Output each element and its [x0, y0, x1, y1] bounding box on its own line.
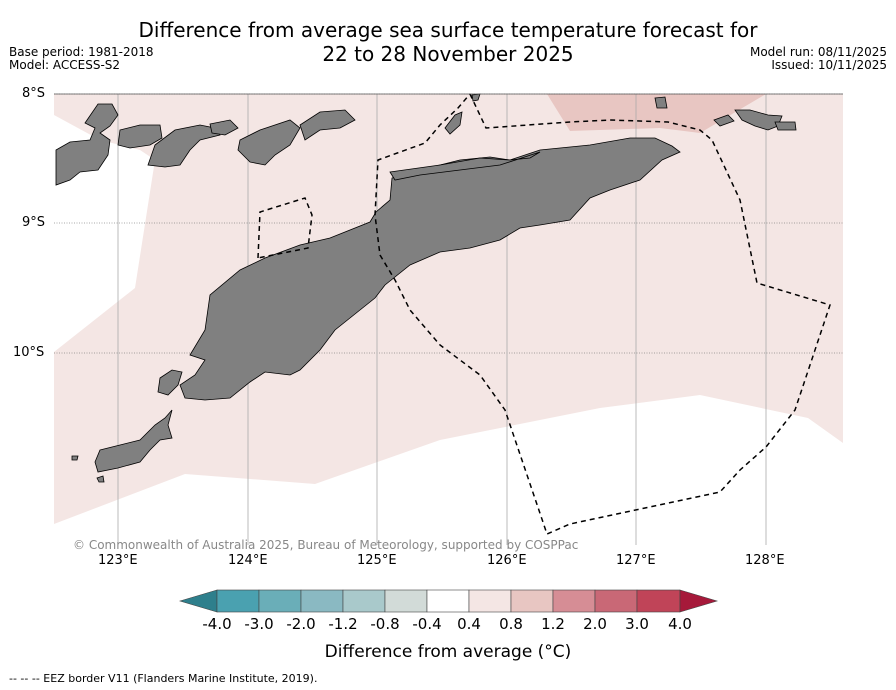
raijua-island — [96, 475, 105, 483]
pantar-island — [117, 124, 163, 149]
colorbar-segment-1 — [216, 589, 260, 613]
wetar-island — [389, 151, 541, 181]
colorbar-segment-9 — [552, 589, 596, 613]
model-run: Model run: 08/11/2025 — [749, 45, 887, 59]
model-name: Model: ACCESS-S2 — [9, 58, 121, 72]
sawu-island — [94, 409, 173, 473]
island-i — [71, 455, 79, 461]
colorbar-segment-5 — [384, 589, 428, 613]
issued-date: Issued: 10/11/2025 — [771, 58, 887, 72]
eez-line-oecusse — [257, 197, 313, 259]
colorbar-tick: 1.2 — [541, 615, 565, 633]
colorbar-tick: -2.0 — [286, 615, 316, 633]
colorbar-segment-8 — [510, 589, 554, 613]
colorbar-tick: -3.0 — [244, 615, 274, 633]
colorbar-segment-2 — [258, 589, 302, 613]
lon-label-128e: 128°E — [745, 553, 785, 568]
lat-label-8s: 8°S — [22, 86, 46, 101]
colorbar-tick: -0.8 — [370, 615, 400, 633]
base-period: Base period: 1981-2018 — [9, 45, 154, 59]
colorbar-segment-6 — [426, 589, 470, 613]
title-line-2: 22 to 28 November 2025 — [322, 42, 574, 66]
colorbar-segment-10 — [594, 589, 638, 613]
alor-island — [55, 103, 119, 186]
meta-left: Base period: 1981-2018 Model: ACCESS-S2 — [9, 46, 154, 72]
colorbar-tick: -4.0 — [202, 615, 232, 633]
island-b — [237, 119, 301, 166]
anomaly-region-medium — [547, 94, 766, 133]
atauro-island — [147, 124, 221, 168]
island-c — [299, 109, 356, 141]
rote-island — [157, 369, 183, 396]
colorbar-tick: -0.4 — [412, 615, 442, 633]
colorbar-tick: 3.0 — [625, 615, 649, 633]
meta-right: Model run: 08/11/2025 Issued: 10/11/2025 — [750, 46, 887, 72]
map-title: Difference from average sea surface temp… — [0, 18, 896, 66]
colorbar-label: Difference from average (°C) — [324, 642, 572, 662]
colorbar-segment-3 — [300, 589, 344, 613]
timor-island — [179, 137, 681, 401]
island-d — [444, 111, 463, 135]
colorbar-tick: -1.2 — [328, 615, 358, 633]
colorbar-segment-7 — [468, 589, 512, 613]
colorbar-segment-11 — [636, 589, 681, 613]
colorbar — [178, 589, 719, 613]
title-line-1: Difference from average sea surface temp… — [138, 18, 758, 42]
colorbar-tick: 2.0 — [583, 615, 607, 633]
island-h — [713, 114, 735, 127]
copyright-notice: © Commonwealth of Australia 2025, Bureau… — [73, 538, 579, 552]
colorbar-extend-high — [679, 589, 719, 613]
island-e — [654, 96, 668, 109]
lat-label-10s: 10°S — [13, 345, 45, 360]
colorbar-segment-4 — [342, 589, 386, 613]
lon-label-124e: 124°E — [228, 553, 268, 568]
lon-label-123e: 123°E — [98, 553, 138, 568]
lon-label-126e: 126°E — [487, 553, 527, 568]
anomaly-region-light — [54, 94, 843, 524]
colorbar-extend-low — [178, 589, 218, 613]
eez-border — [257, 93, 831, 536]
island-g — [774, 121, 797, 131]
lon-label-127e: 127°E — [616, 553, 656, 568]
colorbar-tick: 0.8 — [499, 615, 523, 633]
eez-legend-note: -- -- -- EEZ border V11 (Flanders Marine… — [9, 672, 318, 685]
lat-label-9s: 9°S — [22, 215, 46, 230]
island-a — [209, 119, 239, 136]
colorbar-tick: 0.4 — [457, 615, 481, 633]
land-masses — [55, 93, 797, 483]
eez-line-main — [374, 93, 831, 536]
colorbar-tick: 4.0 — [668, 615, 692, 633]
lon-label-125e: 125°E — [357, 553, 397, 568]
